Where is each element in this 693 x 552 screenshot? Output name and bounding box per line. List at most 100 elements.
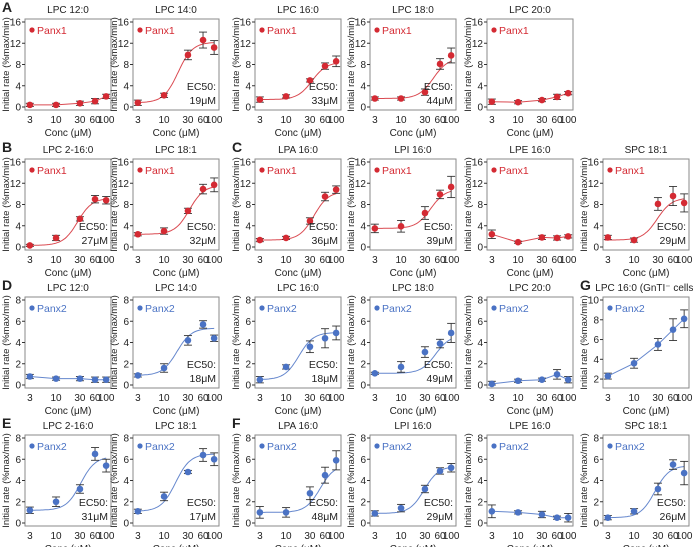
x-tick-label: 10	[50, 393, 62, 404]
y-tick-label: 2	[123, 359, 129, 370]
data-point	[26, 373, 34, 380]
x-tick-label: 10	[280, 255, 292, 266]
panel-title: LPC 18:0	[392, 5, 434, 16]
data-point	[654, 485, 662, 493]
legend-label: Panx2	[37, 303, 67, 315]
x-tick-label: 30	[419, 115, 431, 126]
fit-curve	[256, 193, 337, 241]
y-tick-label: 0	[360, 519, 366, 530]
plot-frame	[602, 296, 690, 389]
y-tick-label: 4	[477, 221, 483, 232]
x-axis-label: Conc (μM)	[623, 406, 670, 417]
ec50-label: EC50:	[79, 221, 108, 233]
data-point	[397, 222, 405, 230]
x-axis-label: Conc (μM)	[275, 128, 322, 139]
legend-label: Panx2	[615, 441, 645, 453]
x-tick-label: 10	[50, 115, 62, 126]
y-tick-label: 6	[15, 455, 21, 466]
fit-curve	[26, 457, 107, 511]
y-axis-label: Initial rate (%max/min)	[1, 433, 12, 528]
legend-label: Panx1	[382, 25, 412, 37]
y-tick-label: 12	[355, 179, 367, 190]
data-point	[52, 234, 60, 242]
y-tick-label: 2	[360, 497, 366, 508]
y-tick-label: 8	[15, 296, 21, 307]
y-tick-label: 4	[360, 221, 366, 232]
ec50-value: 32μM	[190, 235, 216, 247]
y-tick-label: 4	[593, 221, 599, 232]
data-point	[421, 88, 429, 96]
legend-marker	[29, 305, 35, 311]
x-tick-label: 30	[536, 393, 548, 404]
y-tick-label: 4	[593, 355, 599, 366]
y-tick-label: 4	[15, 81, 21, 92]
x-axis-label: Conc (μM)	[390, 268, 437, 279]
legend-label: Panx1	[145, 25, 175, 37]
y-tick-label: 0	[477, 103, 483, 114]
y-tick-label: 8	[360, 200, 366, 211]
y-tick-label: 4	[123, 476, 129, 487]
data-point	[184, 51, 192, 59]
ec50-label: EC50:	[424, 81, 453, 93]
legend-label: Panx1	[499, 25, 529, 37]
x-tick-label: 3	[257, 255, 263, 266]
legend-label: Panx1	[499, 165, 529, 177]
x-tick-label: 30	[652, 255, 664, 266]
legend-marker	[491, 443, 497, 449]
legend-label: Panx2	[37, 441, 67, 453]
y-tick-label: 4	[245, 221, 251, 232]
ec50-label: EC50:	[657, 221, 686, 233]
y-tick-label: 16	[118, 158, 130, 169]
panel-letter: A	[2, 0, 12, 15]
data-point	[332, 186, 340, 193]
data-point	[553, 234, 561, 242]
panel-title: LPC 14:0	[155, 5, 197, 16]
y-axis-label: Initial rate (%max/min)	[109, 157, 120, 252]
y-axis-label: Initial rate (%max/min)	[463, 295, 474, 390]
ec50-value: 49μM	[427, 373, 453, 385]
x-tick-label: 3	[135, 115, 141, 126]
y-axis-label: Initial rate (%max/min)	[463, 433, 474, 528]
x-tick-label: 3	[135, 393, 141, 404]
legend-label: Panx2	[382, 441, 412, 453]
fit-curve	[256, 332, 337, 380]
data-point	[630, 236, 638, 244]
ec50-label: EC50:	[424, 359, 453, 371]
legend-marker	[374, 167, 380, 173]
y-tick-label: 0	[15, 103, 21, 114]
data-point	[199, 321, 207, 328]
x-tick-label: 60	[551, 393, 563, 404]
x-axis-label: Conc (μM)	[275, 406, 322, 417]
legend-label: Panx2	[267, 441, 297, 453]
y-tick-label: 8	[123, 434, 129, 445]
data-point	[680, 469, 688, 477]
data-point	[447, 183, 455, 191]
data-point	[306, 343, 314, 351]
y-tick-label: 12	[118, 179, 130, 190]
x-tick-label: 100	[328, 115, 345, 126]
y-tick-label: 2	[15, 497, 21, 508]
legend-marker	[374, 27, 380, 33]
y-tick-label: 0	[15, 243, 21, 254]
x-tick-label: 3	[489, 115, 495, 126]
data-point	[538, 96, 546, 104]
y-tick-label: 16	[472, 158, 484, 169]
data-point	[488, 508, 496, 515]
x-tick-label: 10	[395, 115, 407, 126]
data-point	[76, 99, 84, 107]
y-tick-label: 0	[360, 103, 366, 114]
x-tick-label: 3	[605, 255, 611, 266]
x-axis-label: Conc (μM)	[390, 406, 437, 417]
data-point	[397, 363, 405, 371]
y-tick-label: 16	[355, 18, 367, 29]
data-point	[630, 359, 638, 367]
x-tick-label: 10	[512, 393, 524, 404]
x-tick-label: 60	[89, 115, 101, 126]
x-tick-label: 10	[628, 531, 640, 542]
y-axis-label: Initial rate (%max/min)	[1, 17, 12, 112]
x-tick-label: 3	[27, 393, 33, 404]
